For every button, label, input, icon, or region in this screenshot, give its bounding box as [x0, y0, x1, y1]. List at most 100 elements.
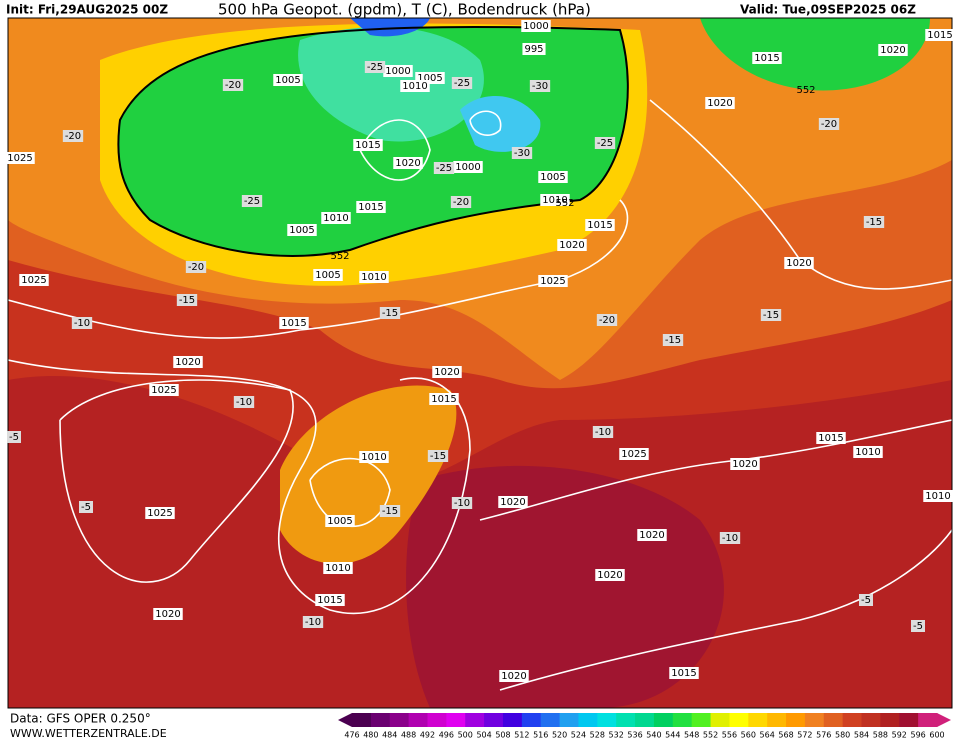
temperature-label: -10	[74, 318, 90, 329]
temperature-label-group: -15	[863, 216, 885, 228]
isobar-label-group: 1010	[359, 451, 389, 463]
colorbar-label: 576	[816, 731, 831, 740]
temperature-label: -15	[430, 451, 446, 462]
colorbar-label: 496	[439, 731, 454, 740]
isobar-label-group: 1005	[273, 74, 303, 86]
temperature-label-box	[818, 118, 840, 130]
colorbar-label: 500	[458, 731, 473, 740]
isobar-label-box	[637, 529, 667, 541]
isobar-label-box	[925, 29, 955, 41]
isobar-label-group: 1005	[325, 515, 355, 527]
field-low-orange	[280, 385, 457, 564]
colorbar-box	[880, 713, 900, 727]
data-source: Data: GFS OPER 0.250°	[10, 712, 151, 726]
isobar-label-group: 1020	[637, 529, 667, 541]
isobar-label-box	[400, 80, 430, 92]
isobar-label-group: 1025	[538, 275, 568, 287]
temperature-label-box	[451, 77, 473, 89]
isobar-label: 1015	[927, 30, 952, 41]
temperature-label-group: -10	[719, 532, 741, 544]
colorbar-label: 572	[797, 731, 812, 740]
isobar-label-group: 1025	[19, 274, 49, 286]
isobar-label: 1015	[281, 318, 306, 329]
isobar-label-box	[538, 275, 568, 287]
temperature-label: -10	[236, 397, 252, 408]
colorbar-box	[691, 713, 712, 727]
isobar-label: 1020	[880, 45, 905, 56]
temperature-label: -20	[188, 262, 204, 273]
isobar-label-group: 1020	[393, 157, 423, 169]
colorbar-box	[427, 713, 447, 727]
colorbar-label: 560	[741, 731, 756, 740]
colorbar-box	[484, 713, 504, 727]
isobar-label-group: 1015	[356, 201, 386, 213]
colorbar-label: 520	[552, 731, 567, 740]
temperature-label-box	[511, 147, 533, 159]
isobar-label: 1015	[358, 202, 383, 213]
isobar-label-box	[878, 44, 908, 56]
isobar-label-box	[279, 317, 309, 329]
isobar-label-group: 1010	[923, 490, 953, 502]
isobar-label-group: 1015	[429, 393, 459, 405]
isobar-label-group: 1015	[585, 219, 615, 231]
temperature-label-group: -5	[79, 501, 93, 513]
isobar-label-box	[323, 562, 353, 574]
temperature-label: -15	[866, 217, 882, 228]
isobar-label-group: 1020	[557, 239, 587, 251]
temperature-label: -30	[514, 148, 530, 159]
isobar-label-box	[521, 20, 551, 32]
isobar-label-group: 1020	[432, 366, 462, 378]
temperature-label-group: -15	[662, 334, 684, 346]
colorbar-box	[861, 713, 881, 727]
colorbar-box	[899, 713, 919, 727]
colorbar-label: 596	[910, 731, 925, 740]
isobar-label-box	[321, 212, 351, 224]
isobar-label: 1010	[925, 491, 950, 502]
colorbar-box	[729, 713, 749, 727]
thickness-label-group: 552	[330, 251, 349, 262]
temperature-label: -5	[81, 502, 91, 513]
thickness-label: 552	[555, 198, 574, 209]
temperature-label: -10	[305, 617, 321, 628]
temperature-label-group: -10	[302, 616, 324, 628]
isobar-label: 1020	[501, 671, 526, 682]
temperature-label-group: -25	[241, 195, 263, 207]
temperature-label-box	[760, 309, 782, 321]
temperature-label-group: -25	[433, 162, 455, 174]
colorbar-label: 536	[627, 731, 642, 740]
temperature-label: -5	[9, 432, 19, 443]
isobar-label-group: 1025	[149, 384, 179, 396]
isobar-label: 1020	[155, 609, 180, 620]
isobar-label-group: 1020	[595, 569, 625, 581]
isobar-label-box	[557, 239, 587, 251]
temperature-label-group: -20	[222, 79, 244, 91]
colorbar-box	[672, 713, 693, 727]
isobar-label-group: 1010	[359, 271, 389, 283]
temperature-label-box	[859, 594, 873, 606]
isobar-label-group: 1000	[521, 20, 551, 32]
isobar-label-box	[538, 171, 568, 183]
colorbar-box	[540, 713, 561, 727]
colorbar-box	[465, 713, 485, 727]
temperature-label: -15	[763, 310, 779, 321]
isobar-label-group: 1005	[313, 269, 343, 281]
isobar-label: 1005	[289, 225, 314, 236]
temperature-label-box	[71, 317, 93, 329]
temperature-label-group: -25	[594, 137, 616, 149]
isobar-label-group: 1020	[173, 356, 203, 368]
temperature-label-group: -20	[596, 314, 618, 326]
isobar-label: 1015	[818, 433, 843, 444]
temperature-label-group: -5	[911, 620, 925, 632]
isobar-label-box	[145, 507, 175, 519]
colorbar-label: 504	[476, 731, 491, 740]
isobar-label-group: 1025	[145, 507, 175, 519]
isobar-label-group: 1020	[878, 44, 908, 56]
temperature-label: -10	[595, 427, 611, 438]
isobar-label-group: 995	[522, 43, 546, 55]
isobar-label: 1010	[325, 563, 350, 574]
isobar-label: 1015	[587, 220, 612, 231]
temperature-label-box	[62, 130, 84, 142]
temperature-label-box	[233, 396, 255, 408]
colorbar-label: 516	[533, 731, 548, 740]
colorbar-box	[389, 713, 410, 727]
